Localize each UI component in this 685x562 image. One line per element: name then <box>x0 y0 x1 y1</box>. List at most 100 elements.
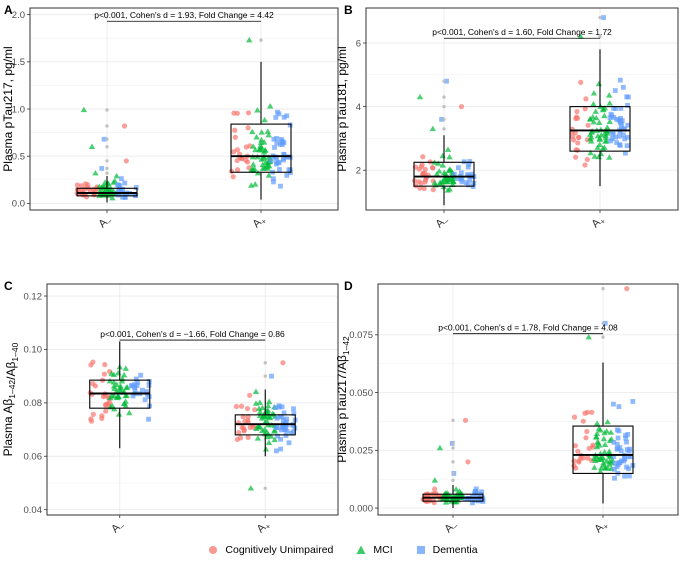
point-mci <box>104 179 111 186</box>
point-dementia <box>118 187 124 193</box>
point-cu <box>582 106 588 112</box>
point-cu <box>241 428 247 434</box>
point-mci <box>603 428 610 434</box>
point-mci <box>123 384 130 391</box>
point-dementia <box>615 435 621 441</box>
point-dementia <box>479 489 485 495</box>
point-dementia <box>274 415 280 421</box>
point-dementia <box>124 191 130 197</box>
point-high <box>577 33 584 39</box>
point-mci <box>587 135 594 142</box>
point-dementia <box>451 171 457 177</box>
point-high <box>246 36 253 43</box>
point-mci <box>595 439 602 446</box>
point-mci <box>110 383 118 389</box>
point-mci <box>601 441 609 447</box>
point-cu <box>245 125 251 131</box>
point-mci <box>122 365 130 371</box>
point-dementia <box>630 399 636 404</box>
point-high <box>462 417 469 423</box>
point-dementia <box>622 473 628 479</box>
point-high <box>439 116 444 122</box>
point-dementia <box>280 157 286 163</box>
point-mci <box>449 178 457 184</box>
panel-letter: A <box>4 3 13 17</box>
point-dementia <box>279 424 285 430</box>
point-dementia <box>284 113 290 119</box>
point-dementia <box>467 177 473 183</box>
point-dementia <box>611 401 616 407</box>
point-dementia <box>618 105 624 111</box>
point-dementia <box>611 105 617 111</box>
outlier-point <box>598 34 602 39</box>
legend-label-mci: MCI <box>373 544 393 556</box>
point-mci <box>436 168 443 174</box>
point-cu <box>90 411 96 417</box>
significance-label: p<0.001, Cohen's d = −1.66, Fold Change … <box>100 329 285 339</box>
point-cu <box>245 110 252 116</box>
point-mci <box>596 119 603 126</box>
point-cu <box>573 114 580 120</box>
point-mci <box>441 169 448 176</box>
point-cu <box>245 414 251 420</box>
y-tick-label: 0.5 <box>12 151 25 162</box>
point-mci <box>111 385 118 392</box>
point-dementia <box>622 136 628 142</box>
point-mci <box>601 104 609 111</box>
point-high <box>602 320 608 326</box>
point-cu <box>101 371 108 377</box>
point-dementia <box>291 406 296 412</box>
point-mci <box>110 371 118 378</box>
outlier-point <box>451 446 455 450</box>
point-high <box>585 333 592 340</box>
box-iqr <box>569 106 631 152</box>
point-mci <box>265 398 273 405</box>
point-cu <box>244 406 251 412</box>
point-dementia <box>142 397 148 403</box>
point-cu <box>571 458 577 464</box>
point-mci <box>259 161 267 168</box>
point-dementia <box>470 500 475 506</box>
point-dementia <box>622 150 628 156</box>
outlier-point <box>263 374 267 378</box>
x-tick-label: A− <box>433 213 452 232</box>
point-dementia <box>607 115 613 121</box>
point-dementia <box>274 140 280 146</box>
point-cu <box>102 362 108 368</box>
point-dementia <box>129 383 134 389</box>
y-tick-label: 0.12 <box>24 291 43 302</box>
point-high <box>601 15 606 20</box>
point-dementia <box>270 176 276 182</box>
point-mci <box>258 136 265 143</box>
point-mci <box>591 464 598 470</box>
point-cu <box>585 122 591 128</box>
point-high <box>444 78 449 84</box>
point-mci <box>264 159 272 166</box>
point-dementia <box>623 435 629 441</box>
point-high <box>280 360 286 366</box>
point-mci <box>433 170 441 177</box>
point-mci <box>593 443 601 450</box>
point-mci <box>456 488 463 494</box>
point-mci <box>452 486 460 492</box>
point-mci <box>596 455 604 461</box>
outlier-point <box>442 104 446 109</box>
point-high <box>436 444 444 451</box>
point-dementia <box>467 159 473 164</box>
y-tick-label: 2 <box>356 166 361 177</box>
point-dementia <box>144 389 150 395</box>
point-high <box>269 373 274 379</box>
panel-border <box>365 7 679 211</box>
point-mci <box>606 448 613 454</box>
x-tick-label: A+ <box>592 518 611 537</box>
point-cu <box>419 162 425 168</box>
legend-triangle-icon <box>355 544 367 556</box>
point-cu <box>420 171 426 177</box>
point-high <box>431 477 439 483</box>
y-tick-label: 0.000 <box>349 503 373 514</box>
point-mci <box>259 427 266 433</box>
y-tick-label: 1.0 <box>12 104 25 115</box>
point-mci <box>254 435 262 441</box>
point-cu <box>420 154 426 160</box>
point-dementia <box>616 404 622 410</box>
